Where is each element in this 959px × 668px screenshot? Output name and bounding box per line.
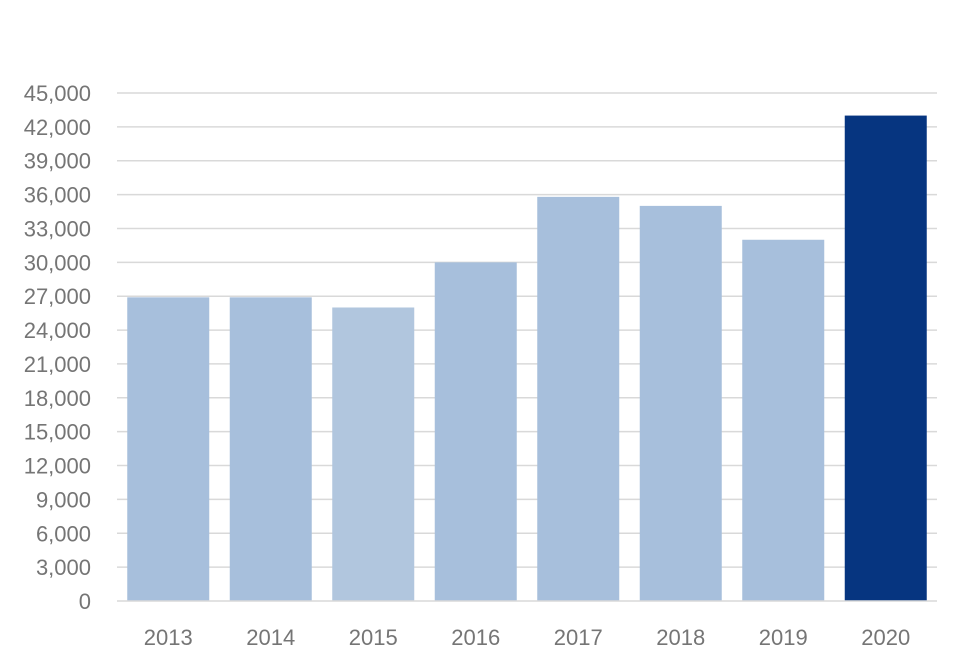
y-tick-label: 30,000 <box>24 250 91 275</box>
x-axis-ticks: 2013 2014 2015 2016 2017 2018 2019 2020 <box>144 625 910 650</box>
y-tick-label: 21,000 <box>24 352 91 377</box>
bar-2017 <box>537 196 620 601</box>
y-tick-label: 0 <box>79 589 91 614</box>
x-tick-label: 2020 <box>861 625 910 650</box>
y-tick-label: 39,000 <box>24 149 91 174</box>
x-tick-label: 2018 <box>656 625 705 650</box>
y-tick-label: 45,000 <box>24 81 91 106</box>
x-tick-label: 2013 <box>144 625 193 650</box>
x-tick-label: 2019 <box>759 625 808 650</box>
y-tick-label: 36,000 <box>24 183 91 208</box>
bar-2016 <box>434 262 517 601</box>
y-tick-label: 3,000 <box>36 555 91 580</box>
bar-2015 <box>332 307 415 601</box>
x-tick-label: 2014 <box>246 625 295 650</box>
y-tick-label: 27,000 <box>24 284 91 309</box>
y-tick-label: 33,000 <box>24 216 91 241</box>
y-tick-label: 18,000 <box>24 386 91 411</box>
bar-2019 <box>742 239 825 601</box>
bar-2020 <box>844 115 927 602</box>
y-tick-label: 9,000 <box>36 487 91 512</box>
x-tick-label: 2017 <box>554 625 603 650</box>
bars <box>127 115 927 602</box>
bar-2014 <box>229 297 312 601</box>
bar-2018 <box>639 205 722 601</box>
y-tick-label: 6,000 <box>36 521 91 546</box>
y-axis-ticks: 0 3,000 6,000 9,000 12,000 15,000 18,000 21,000… <box>24 81 91 614</box>
x-tick-label: 2016 <box>451 625 500 650</box>
x-tick-label: 2015 <box>349 625 398 650</box>
y-tick-label: 24,000 <box>24 318 91 343</box>
y-tick-label: 42,000 <box>24 115 91 140</box>
bar-2013 <box>127 297 210 601</box>
y-tick-label: 12,000 <box>24 454 91 479</box>
y-tick-label: 15,000 <box>24 420 91 445</box>
